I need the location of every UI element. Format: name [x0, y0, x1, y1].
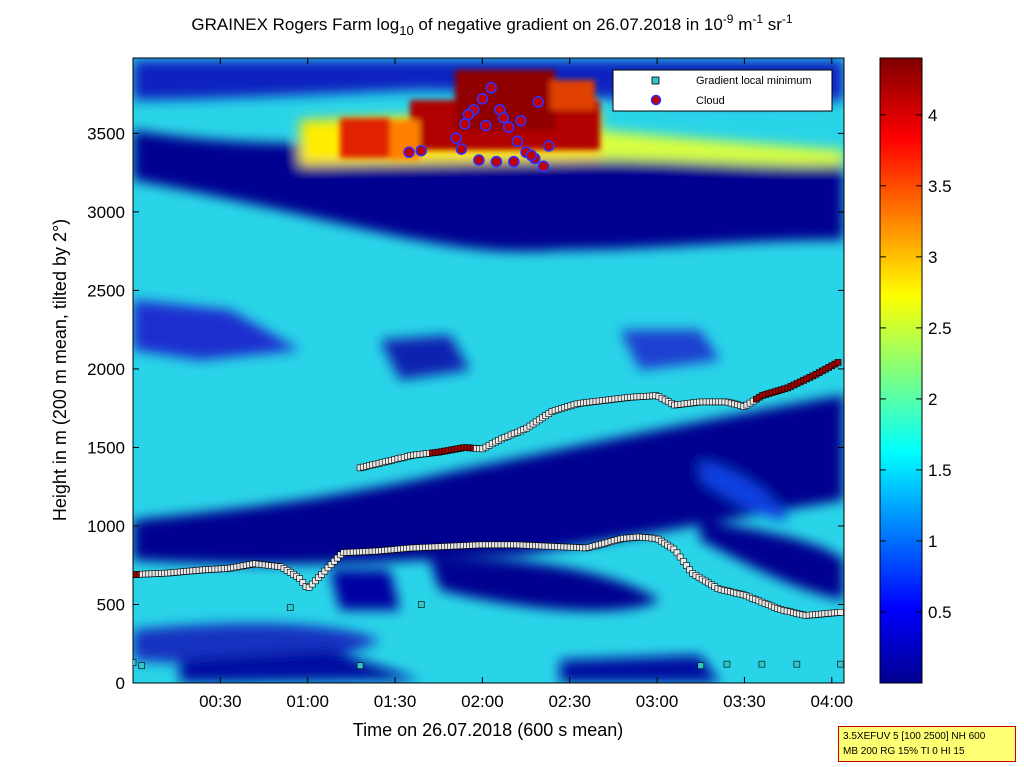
x-tick-label: 00:30: [199, 692, 242, 711]
info-box: 3.5XEFUV 5 [100 2500] NH 600 MB 200 RG 1…: [838, 726, 1016, 762]
cloud-point: [455, 143, 468, 155]
colorbar-tick-label: 1: [928, 532, 937, 551]
y-tick-label: 0: [116, 674, 125, 693]
cloud-point: [490, 155, 503, 168]
cloud-point: [525, 149, 538, 162]
minimum-point: [133, 659, 137, 666]
cloud-point: [473, 154, 485, 166]
cloud-point: [459, 118, 471, 130]
minimum-point: [837, 609, 844, 616]
cloud-point: [450, 132, 462, 144]
y-tick-label: 1000: [87, 517, 125, 536]
x-tick-label: 04:00: [810, 692, 853, 711]
colorbar-tick-label: 3: [928, 248, 937, 267]
colorbar-tick-label: 2: [928, 390, 937, 409]
colorbar-tick-label: 4: [928, 106, 937, 125]
cloud-point: [480, 119, 492, 132]
title-mid2: m: [733, 15, 752, 34]
minimum-point: [723, 660, 731, 668]
cloud-point: [497, 111, 510, 124]
x-tick-label: 03:30: [723, 692, 766, 711]
y-tick-label: 3500: [87, 124, 125, 143]
cloud-point: [511, 135, 524, 148]
x-tick-label: 01:30: [374, 692, 417, 711]
x-tick-label: 01:00: [286, 692, 329, 711]
minimum-point: [697, 662, 705, 670]
title-mid: of negative gradient on 26.07.2018 in 10: [414, 15, 723, 34]
heatmap: [133, 58, 844, 683]
cloud-point: [537, 160, 550, 173]
legend-label-cloud: Cloud: [696, 95, 725, 107]
x-tick-label: 02:30: [548, 692, 591, 711]
y-tick-label: 500: [97, 595, 125, 614]
plot-frame: [132, 57, 845, 684]
cloud-point: [403, 146, 415, 159]
cloud-point: [502, 121, 515, 133]
minimum-point: [834, 359, 842, 366]
minimum-point: [793, 660, 801, 668]
x-axis-label: Time on 26.07.2018 (600 s mean): [353, 720, 624, 740]
y-tick-label: 2500: [87, 281, 125, 300]
cloud-point: [508, 155, 520, 168]
y-axis-ticks: 0 500 1000 1500 2000 2500 3000 3500: [87, 124, 844, 693]
colorbar-tick-label: 2.5: [928, 319, 952, 338]
legend-label-minimum: Gradient local minimum: [696, 75, 812, 87]
y-axis-label: Height in m (200 m mean, tilted by 2°): [50, 219, 70, 521]
cloud-point: [542, 140, 555, 152]
minimum-point: [758, 660, 766, 668]
x-tick-label: 02:00: [461, 692, 504, 711]
title-sup1: -9: [723, 12, 734, 26]
title-sup3: -1: [782, 12, 793, 26]
info-line-2: MB 200 RG 15% TI 0 HI 15: [843, 746, 965, 757]
colorbar: 0.5 1 1.5 2 2.5 3 3.5 4: [879, 57, 952, 684]
y-tick-label: 3000: [87, 203, 125, 222]
title-sup2: -1: [752, 12, 763, 26]
minimum-point: [837, 660, 844, 668]
cloud-point: [415, 144, 428, 157]
colorbar-tick-label: 0.5: [928, 603, 952, 622]
y-tick-label: 2000: [87, 360, 125, 379]
x-tick-label: 03:00: [636, 692, 679, 711]
cloud-point: [485, 82, 497, 94]
cloud-point: [515, 115, 527, 127]
colorbar-tick-label: 3.5: [928, 177, 952, 196]
y-tick-label: 1500: [87, 438, 125, 457]
minimum-point: [286, 604, 294, 611]
colorbar-tick-label: 1.5: [928, 461, 952, 480]
title-prefix: GRAINEX Rogers Farm log: [191, 15, 399, 34]
x-axis-ticks: 00:30 01:00 01:30 02:00 02:30 03:00 03:30 04:00: [199, 58, 853, 711]
legend: Gradient local minimum Cloud: [612, 69, 833, 112]
title-mid3: sr: [763, 15, 782, 34]
legend-marker-square: [651, 76, 660, 85]
chart-marks: [133, 82, 844, 670]
cloud-point: [532, 96, 545, 108]
minimum-point: [138, 662, 146, 670]
cloud-point: [476, 93, 489, 105]
minimum-point: [417, 601, 425, 608]
title-sub: 10: [399, 23, 413, 38]
chart-title: GRAINEX Rogers Farm log10 of negative gr…: [191, 12, 793, 38]
minimum-point: [356, 662, 364, 670]
colorbar-ticks: 0.5 1 1.5 2 2.5 3 3.5 4: [880, 106, 952, 622]
legend-marker-circle: [650, 94, 662, 106]
cloud-point: [462, 108, 475, 121]
info-line-1: 3.5XEFUV 5 [100 2500] NH 600: [843, 731, 986, 742]
